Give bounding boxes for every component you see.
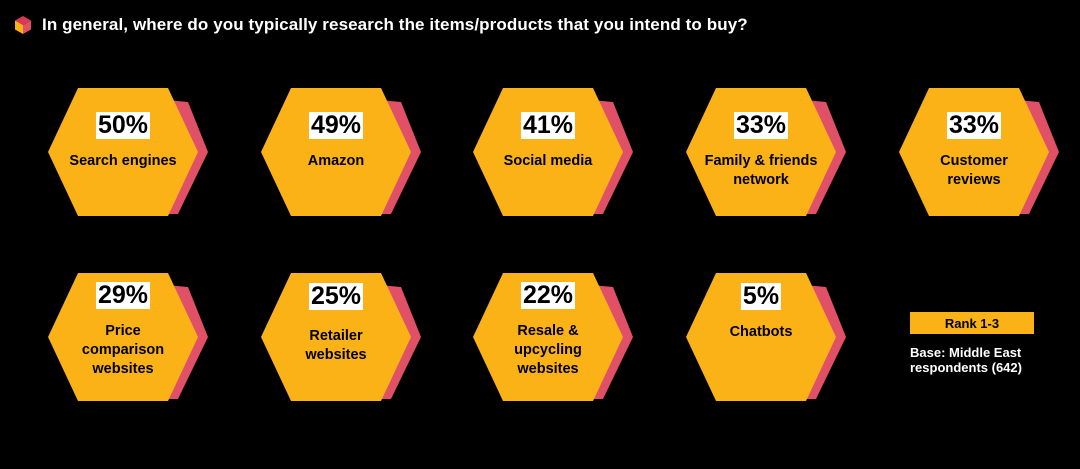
hexagon-value: 33% (946, 111, 1002, 139)
hexagon-shape (48, 88, 208, 216)
hexagon-value: 25% (308, 282, 364, 310)
hexagon-label: Social media (473, 152, 623, 171)
hexagon-label-line: upcycling (514, 342, 582, 358)
hexagon-label-line: Family & friends (704, 153, 818, 169)
hexagon-label-line: Price (105, 323, 141, 339)
hexagon-shape (473, 88, 633, 216)
base-note-line: respondents (642) (910, 360, 1022, 375)
hexagon-shape (473, 273, 633, 401)
hexagon-label: Customer reviews (899, 152, 1049, 190)
hexagon-label-line: Search engines (69, 153, 177, 169)
hexagon-label-line: Amazon (307, 153, 365, 169)
hexagon-label-line: comparison (81, 342, 165, 358)
hexagon-label: Family & friends network (686, 152, 836, 190)
hexagon-item: 5% Chatbots (686, 273, 866, 403)
hexagon-label-line: reviews (947, 172, 1001, 188)
hexagon-item: 25% Retailer websites (261, 273, 441, 403)
hexagon-shape (686, 273, 846, 401)
hexagon-shape (48, 273, 208, 401)
hexagon-face (473, 273, 623, 401)
hexagon-item: 49% Amazon (261, 88, 441, 218)
hexagon-value: 29% (95, 281, 151, 309)
hexagon-shape (261, 88, 421, 216)
hexagon-face (48, 88, 198, 216)
hexagon-label: Price comparison websites (48, 322, 198, 379)
hexagon-label-line: Resale & (517, 323, 579, 339)
hexagon-label-line: Social media (503, 153, 593, 169)
cube-icon (15, 16, 31, 34)
hexagon-label: Search engines (48, 152, 198, 171)
hexagon-face (899, 88, 1049, 216)
hexagon-face (686, 88, 836, 216)
hexagon-shape (261, 273, 421, 401)
hexagon-label-line: Chatbots (729, 324, 793, 340)
hexagon-item: 29% Price comparison websites (48, 273, 228, 403)
hexagon-item: 22% Resale & upcycling websites (473, 273, 653, 403)
hexagon-label: Chatbots (686, 323, 836, 342)
hexagon-value: 50% (95, 111, 151, 139)
hexagon-label-line: Retailer (309, 328, 363, 344)
title-row: In general, where do you typically resea… (14, 12, 748, 38)
hexagon-label-line: websites (92, 361, 154, 377)
hexagon-value: 22% (520, 281, 576, 309)
chart-title: In general, where do you typically resea… (42, 15, 748, 34)
hexagon-value: 49% (308, 111, 364, 139)
hexagon-item: 41% Social media (473, 88, 653, 218)
hexagon-item: 50% Search engines (48, 88, 228, 218)
hexagon-face (686, 273, 836, 401)
base-note-line: Base: Middle East (910, 345, 1022, 360)
hexagon-value: 5% (740, 282, 782, 310)
hexagon-item: 33% Family & friends network (686, 88, 866, 218)
hexagon-shape (686, 88, 846, 216)
hexagon-face (261, 273, 411, 401)
hexagon-label: Amazon (261, 152, 411, 171)
base-note: Base: Middle East respondents (642) (910, 345, 1060, 375)
legend: Rank 1-3 (910, 312, 1034, 334)
hexagon-face (261, 88, 411, 216)
hexagon-item: 33% Customer reviews (899, 88, 1079, 218)
hexagon-shape (899, 88, 1059, 216)
hexagon-label: Resale & upcycling websites (473, 322, 623, 379)
hexagon-label-line: Customer (940, 153, 1008, 169)
hexagon-value: 41% (520, 111, 576, 139)
hexagon-label-line: websites (517, 361, 579, 377)
hexagon-label-line: websites (305, 347, 367, 363)
legend-rank-badge: Rank 1-3 (910, 312, 1034, 334)
hexagon-label: Retailer websites (261, 327, 411, 365)
hexagon-value: 33% (733, 111, 789, 139)
hexagon-label-line: network (733, 172, 789, 188)
hexagon-face (48, 273, 198, 401)
hexagon-face (473, 88, 623, 216)
